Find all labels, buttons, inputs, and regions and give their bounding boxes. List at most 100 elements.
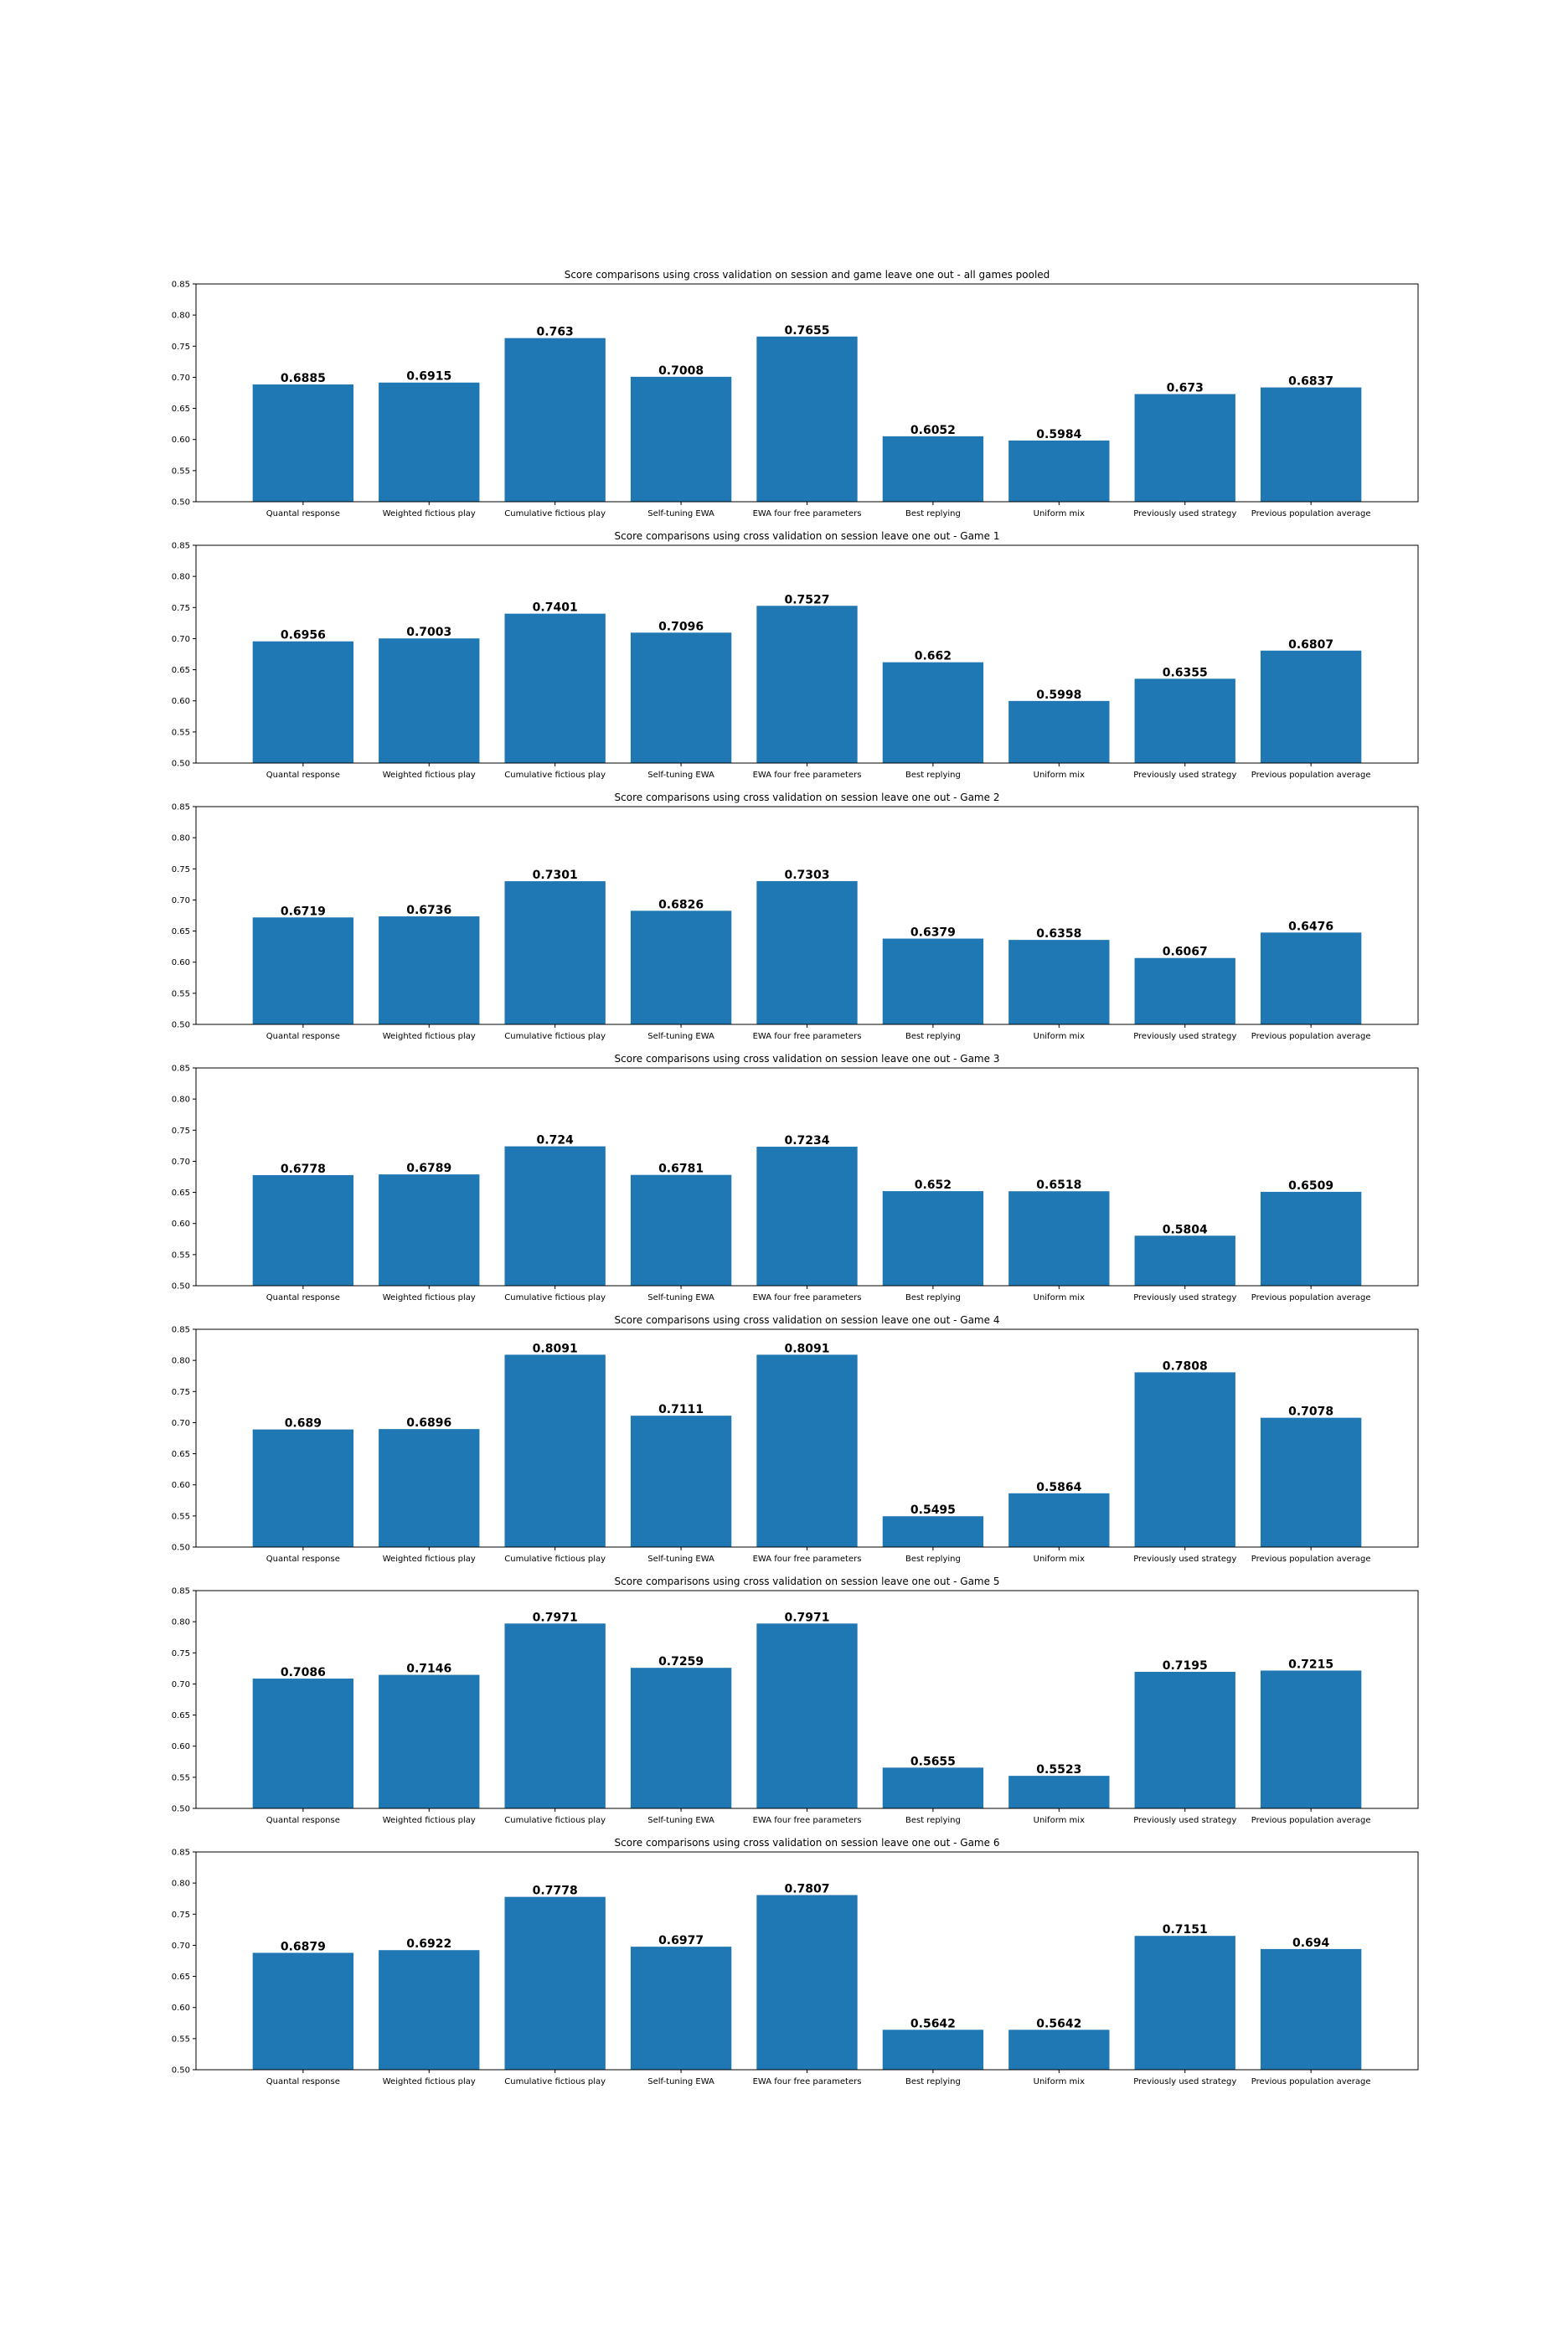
- x-tick-label: Cumulative fictious play: [504, 509, 606, 518]
- bar-value-label: 0.6915: [406, 370, 451, 384]
- x-tick-label: Best replying: [905, 509, 961, 518]
- bar-6: [1008, 940, 1110, 1024]
- bar-4: [756, 1895, 858, 2070]
- axes-frame: [195, 1328, 1419, 1548]
- y-tick-label: 0.75: [172, 604, 190, 613]
- y-tick-label: 0.65: [172, 927, 190, 936]
- y-tick-label: 0.80: [172, 1096, 190, 1105]
- x-tick-label: Cumulative fictious play: [504, 2077, 606, 2086]
- y-tick-label: 0.60: [172, 1742, 190, 1751]
- x-tick-label: Previously used strategy: [1133, 509, 1236, 518]
- x-tick-label: Self-tuning EWA: [647, 509, 714, 518]
- y-tick-label: 0.55: [172, 2035, 190, 2044]
- bar-value-label: 0.724: [537, 1134, 575, 1148]
- chart-title: Score comparisons using cross validation…: [565, 269, 1050, 281]
- x-tick-label: Self-tuning EWA: [647, 2077, 714, 2086]
- x-tick-label: Weighted fictious play: [383, 1816, 476, 1825]
- bar-value-label: 0.7078: [1288, 1406, 1333, 1419]
- x-tick-label: Previous population average: [1251, 2077, 1371, 2086]
- bar-7: [1134, 957, 1235, 1024]
- x-tick-label: Cumulative fictious play: [504, 1555, 606, 1564]
- x-tick-label: Quantal response: [266, 1555, 340, 1564]
- bar-7: [1134, 1372, 1235, 1547]
- x-tick-label: Best replying: [905, 1293, 961, 1302]
- y-tick-label: 0.65: [172, 666, 190, 675]
- x-tick-label: Previously used strategy: [1133, 1032, 1236, 1041]
- bar-value-label: 0.7808: [1163, 1359, 1208, 1373]
- bar-value-label: 0.5642: [910, 2017, 956, 2030]
- x-tick-label: Quantal response: [266, 509, 340, 518]
- x-tick-label: Uniform mix: [1034, 1032, 1085, 1041]
- bar-value-label: 0.7003: [406, 626, 451, 639]
- bar-value-label: 0.7303: [784, 869, 829, 882]
- y-tick-label: 0.80: [172, 1880, 190, 1889]
- bar-value-label: 0.6789: [406, 1162, 451, 1175]
- bar-value-label: 0.7146: [406, 1663, 451, 1676]
- bar-5: [882, 2030, 984, 2070]
- bar-value-label: 0.7807: [784, 1882, 829, 1896]
- bar-value-label: 0.7086: [281, 1666, 326, 1679]
- y-tick-label: 0.55: [172, 989, 190, 998]
- x-tick-label: Previous population average: [1251, 1032, 1371, 1041]
- y-tick-label: 0.70: [172, 1158, 190, 1167]
- bar-1: [379, 382, 480, 502]
- bar-3: [630, 1174, 732, 1286]
- bar-3: [630, 1668, 732, 1808]
- y-tick-label: 0.50: [172, 1544, 190, 1553]
- bar-3: [630, 1416, 732, 1547]
- y-tick-label: 0.55: [172, 1512, 190, 1521]
- bar-6: [1008, 2030, 1110, 2070]
- bar-value-label: 0.6355: [1163, 666, 1208, 679]
- x-tick-label: Cumulative fictious play: [504, 1032, 606, 1041]
- bar-value-label: 0.6837: [1288, 375, 1333, 389]
- y-tick-label: 0.80: [172, 1357, 190, 1366]
- bar-2: [504, 1896, 606, 2070]
- x-tick-label: Previous population average: [1251, 509, 1371, 518]
- y-tick-label: 0.85: [172, 803, 190, 812]
- bar-value-label: 0.8091: [784, 1342, 829, 1355]
- chart-panel-1: Score comparisons using cross validation…: [172, 530, 1419, 780]
- bar-value-label: 0.6778: [281, 1163, 326, 1176]
- x-tick-label: Previously used strategy: [1133, 1816, 1236, 1825]
- chart-panel-0: Score comparisons using cross validation…: [172, 269, 1419, 518]
- bar-5: [882, 436, 984, 502]
- x-tick-label: Self-tuning EWA: [647, 1032, 714, 1041]
- bar-1: [379, 638, 480, 763]
- bar-value-label: 0.6826: [658, 898, 704, 911]
- x-tick-label: Previous population average: [1251, 771, 1371, 780]
- y-tick-label: 0.70: [172, 1419, 190, 1428]
- x-tick-label: Quantal response: [266, 1816, 340, 1825]
- bar-0: [252, 641, 354, 763]
- bar-0: [252, 917, 354, 1024]
- y-tick-label: 0.80: [172, 573, 190, 582]
- y-tick-label: 0.70: [172, 635, 190, 644]
- bar-7: [1134, 1671, 1235, 1808]
- x-tick-label: Uniform mix: [1034, 771, 1085, 780]
- y-tick-label: 0.65: [172, 1973, 190, 1982]
- bar-value-label: 0.5984: [1036, 428, 1081, 441]
- y-tick-label: 0.75: [172, 343, 190, 352]
- y-tick-label: 0.85: [172, 1326, 190, 1335]
- x-tick-label: Cumulative fictious play: [504, 1293, 606, 1302]
- bar-value-label: 0.6067: [1163, 946, 1208, 959]
- y-tick-label: 0.85: [172, 1065, 190, 1074]
- bar-value-label: 0.7008: [658, 364, 704, 378]
- x-tick-label: Self-tuning EWA: [647, 1816, 714, 1825]
- bar-5: [882, 1191, 984, 1286]
- bar-1: [379, 916, 480, 1024]
- y-tick-label: 0.70: [172, 1942, 190, 1951]
- bar-value-label: 0.7151: [1163, 1923, 1208, 1937]
- bar-5: [882, 938, 984, 1024]
- bar-2: [504, 1354, 606, 1547]
- x-tick-label: Weighted fictious play: [383, 771, 476, 780]
- bar-7: [1134, 1936, 1235, 2070]
- bar-7: [1134, 394, 1235, 502]
- bar-value-label: 0.6977: [658, 1934, 704, 1947]
- y-tick-label: 0.50: [172, 760, 190, 769]
- bar-value-label: 0.662: [915, 650, 952, 663]
- bar-value-label: 0.7096: [658, 620, 704, 633]
- y-tick-label: 0.70: [172, 896, 190, 905]
- y-tick-label: 0.55: [172, 1773, 190, 1782]
- bar-value-label: 0.5495: [910, 1504, 956, 1517]
- bar-value-label: 0.5655: [910, 1755, 956, 1768]
